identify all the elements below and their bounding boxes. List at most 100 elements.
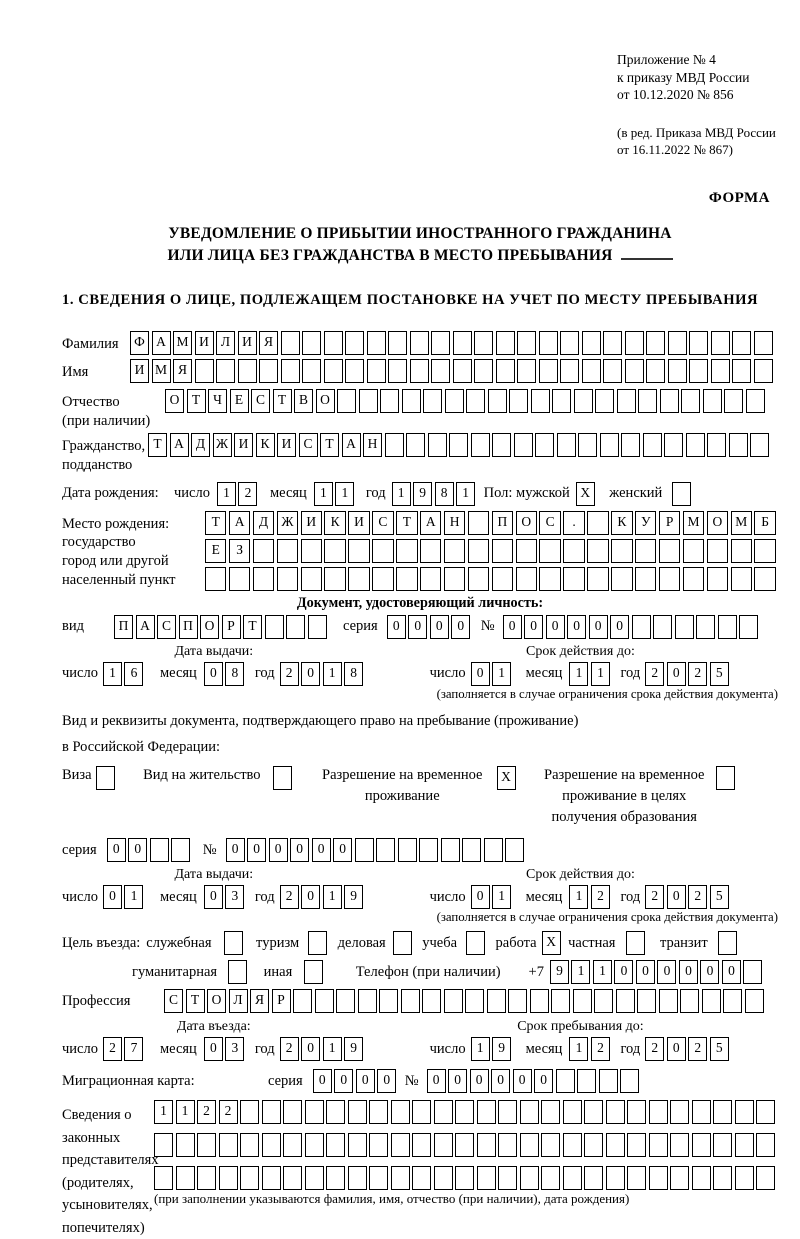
char-cell[interactable]: У <box>635 510 657 535</box>
char-cell[interactable] <box>508 989 527 1014</box>
char-cell[interactable]: 1 <box>456 481 476 506</box>
char-cell[interactable]: 0 <box>534 1069 554 1094</box>
char-cell[interactable]: 1 <box>124 885 144 910</box>
char-cell[interactable]: Ж <box>212 432 232 457</box>
purpose-humanitarian-checkbox[interactable] <box>228 960 250 985</box>
char-cell[interactable]: 1 <box>335 481 355 506</box>
char-cell[interactable] <box>420 538 442 563</box>
char-cell[interactable] <box>505 838 525 863</box>
char-cell[interactable]: И <box>234 432 253 457</box>
char-cell[interactable] <box>701 989 721 1014</box>
char-cell[interactable]: Т <box>186 389 206 414</box>
char-cell[interactable] <box>659 389 679 414</box>
char-cell[interactable] <box>304 1133 324 1158</box>
char-cell[interactable] <box>563 566 585 591</box>
char-cell[interactable]: X <box>541 931 561 956</box>
purpose-transit-checkbox[interactable] <box>717 931 740 956</box>
char-cell[interactable] <box>707 432 726 457</box>
char-cell[interactable] <box>620 1069 640 1094</box>
char-cell[interactable] <box>710 359 730 384</box>
char-cell[interactable] <box>560 331 579 356</box>
char-cell[interactable] <box>314 989 334 1014</box>
char-cell[interactable] <box>390 1166 410 1191</box>
char-cell[interactable]: 0 <box>666 661 686 686</box>
char-cell[interactable] <box>594 989 613 1014</box>
char-cell[interactable] <box>307 614 327 639</box>
char-cell[interactable] <box>691 1166 711 1191</box>
char-cell[interactable] <box>175 1133 195 1158</box>
char-cell[interactable] <box>627 1133 646 1158</box>
char-cell[interactable] <box>539 566 561 591</box>
char-cell[interactable] <box>577 1069 597 1094</box>
char-cell[interactable]: И <box>237 331 257 356</box>
char-cell[interactable] <box>681 389 700 414</box>
char-cell[interactable] <box>724 389 743 414</box>
char-cell[interactable] <box>728 432 748 457</box>
char-cell[interactable]: 1 <box>569 885 589 910</box>
char-cell[interactable]: 0 <box>588 614 608 639</box>
char-cell[interactable]: И <box>130 359 149 384</box>
char-cell[interactable] <box>541 1100 560 1125</box>
char-cell[interactable] <box>486 989 506 1014</box>
char-cell[interactable] <box>337 389 356 414</box>
char-cell[interactable] <box>308 931 328 956</box>
char-cell[interactable]: 5 <box>709 661 729 686</box>
char-cell[interactable]: З <box>228 538 251 563</box>
char-cell[interactable]: 2 <box>590 885 610 910</box>
char-cell[interactable] <box>603 331 622 356</box>
char-cell[interactable] <box>272 766 292 791</box>
char-cell[interactable]: 0 <box>312 1069 332 1094</box>
char-cell[interactable]: 2 <box>218 1100 238 1125</box>
char-cell[interactable]: 0 <box>377 1069 397 1094</box>
char-cell[interactable] <box>369 1166 388 1191</box>
char-cell[interactable] <box>300 538 322 563</box>
char-cell[interactable] <box>347 1100 367 1125</box>
char-cell[interactable]: Я <box>250 989 269 1014</box>
char-cell[interactable] <box>713 1133 732 1158</box>
char-cell[interactable]: 0 <box>106 838 126 863</box>
char-cell[interactable] <box>563 538 585 563</box>
char-cell[interactable]: 0 <box>470 885 490 910</box>
char-cell[interactable]: 0 <box>614 960 634 985</box>
char-cell[interactable] <box>433 1100 453 1125</box>
char-cell[interactable]: 1 <box>571 960 591 985</box>
char-cell[interactable] <box>466 931 486 956</box>
char-cell[interactable] <box>498 1100 517 1125</box>
char-cell[interactable] <box>474 359 493 384</box>
char-cell[interactable] <box>171 838 191 863</box>
char-cell[interactable]: 0 <box>203 1037 223 1062</box>
char-cell[interactable]: Я <box>259 331 278 356</box>
char-cell[interactable]: А <box>420 510 442 535</box>
char-cell[interactable]: 2 <box>590 1037 610 1062</box>
char-cell[interactable] <box>562 1100 582 1125</box>
char-cell[interactable]: 1 <box>175 1100 195 1125</box>
char-cell[interactable] <box>487 389 507 414</box>
char-cell[interactable] <box>674 614 694 639</box>
char-cell[interactable]: А <box>169 432 189 457</box>
option-temp-residence-edu-checkbox[interactable] <box>716 766 738 791</box>
char-cell[interactable] <box>682 538 705 563</box>
char-cell[interactable] <box>670 1166 689 1191</box>
char-cell[interactable]: 0 <box>408 614 428 639</box>
char-cell[interactable]: 0 <box>301 885 321 910</box>
char-cell[interactable]: А <box>151 331 171 356</box>
char-cell[interactable]: К <box>324 510 346 535</box>
char-cell[interactable] <box>732 331 751 356</box>
char-cell[interactable] <box>379 989 398 1014</box>
char-cell[interactable] <box>717 614 737 639</box>
char-cell[interactable] <box>530 389 550 414</box>
char-cell[interactable] <box>431 359 450 384</box>
char-cell[interactable] <box>465 989 484 1014</box>
char-cell[interactable] <box>409 331 429 356</box>
char-cell[interactable]: X <box>575 481 595 506</box>
char-cell[interactable] <box>753 331 773 356</box>
char-cell[interactable] <box>336 989 355 1014</box>
char-cell[interactable] <box>626 931 646 956</box>
char-cell[interactable] <box>658 538 681 563</box>
char-cell[interactable]: М <box>730 510 752 535</box>
char-cell[interactable] <box>326 1166 345 1191</box>
char-cell[interactable] <box>556 432 576 457</box>
char-cell[interactable] <box>466 389 485 414</box>
char-cell[interactable] <box>433 1166 453 1191</box>
char-cell[interactable] <box>519 1133 539 1158</box>
